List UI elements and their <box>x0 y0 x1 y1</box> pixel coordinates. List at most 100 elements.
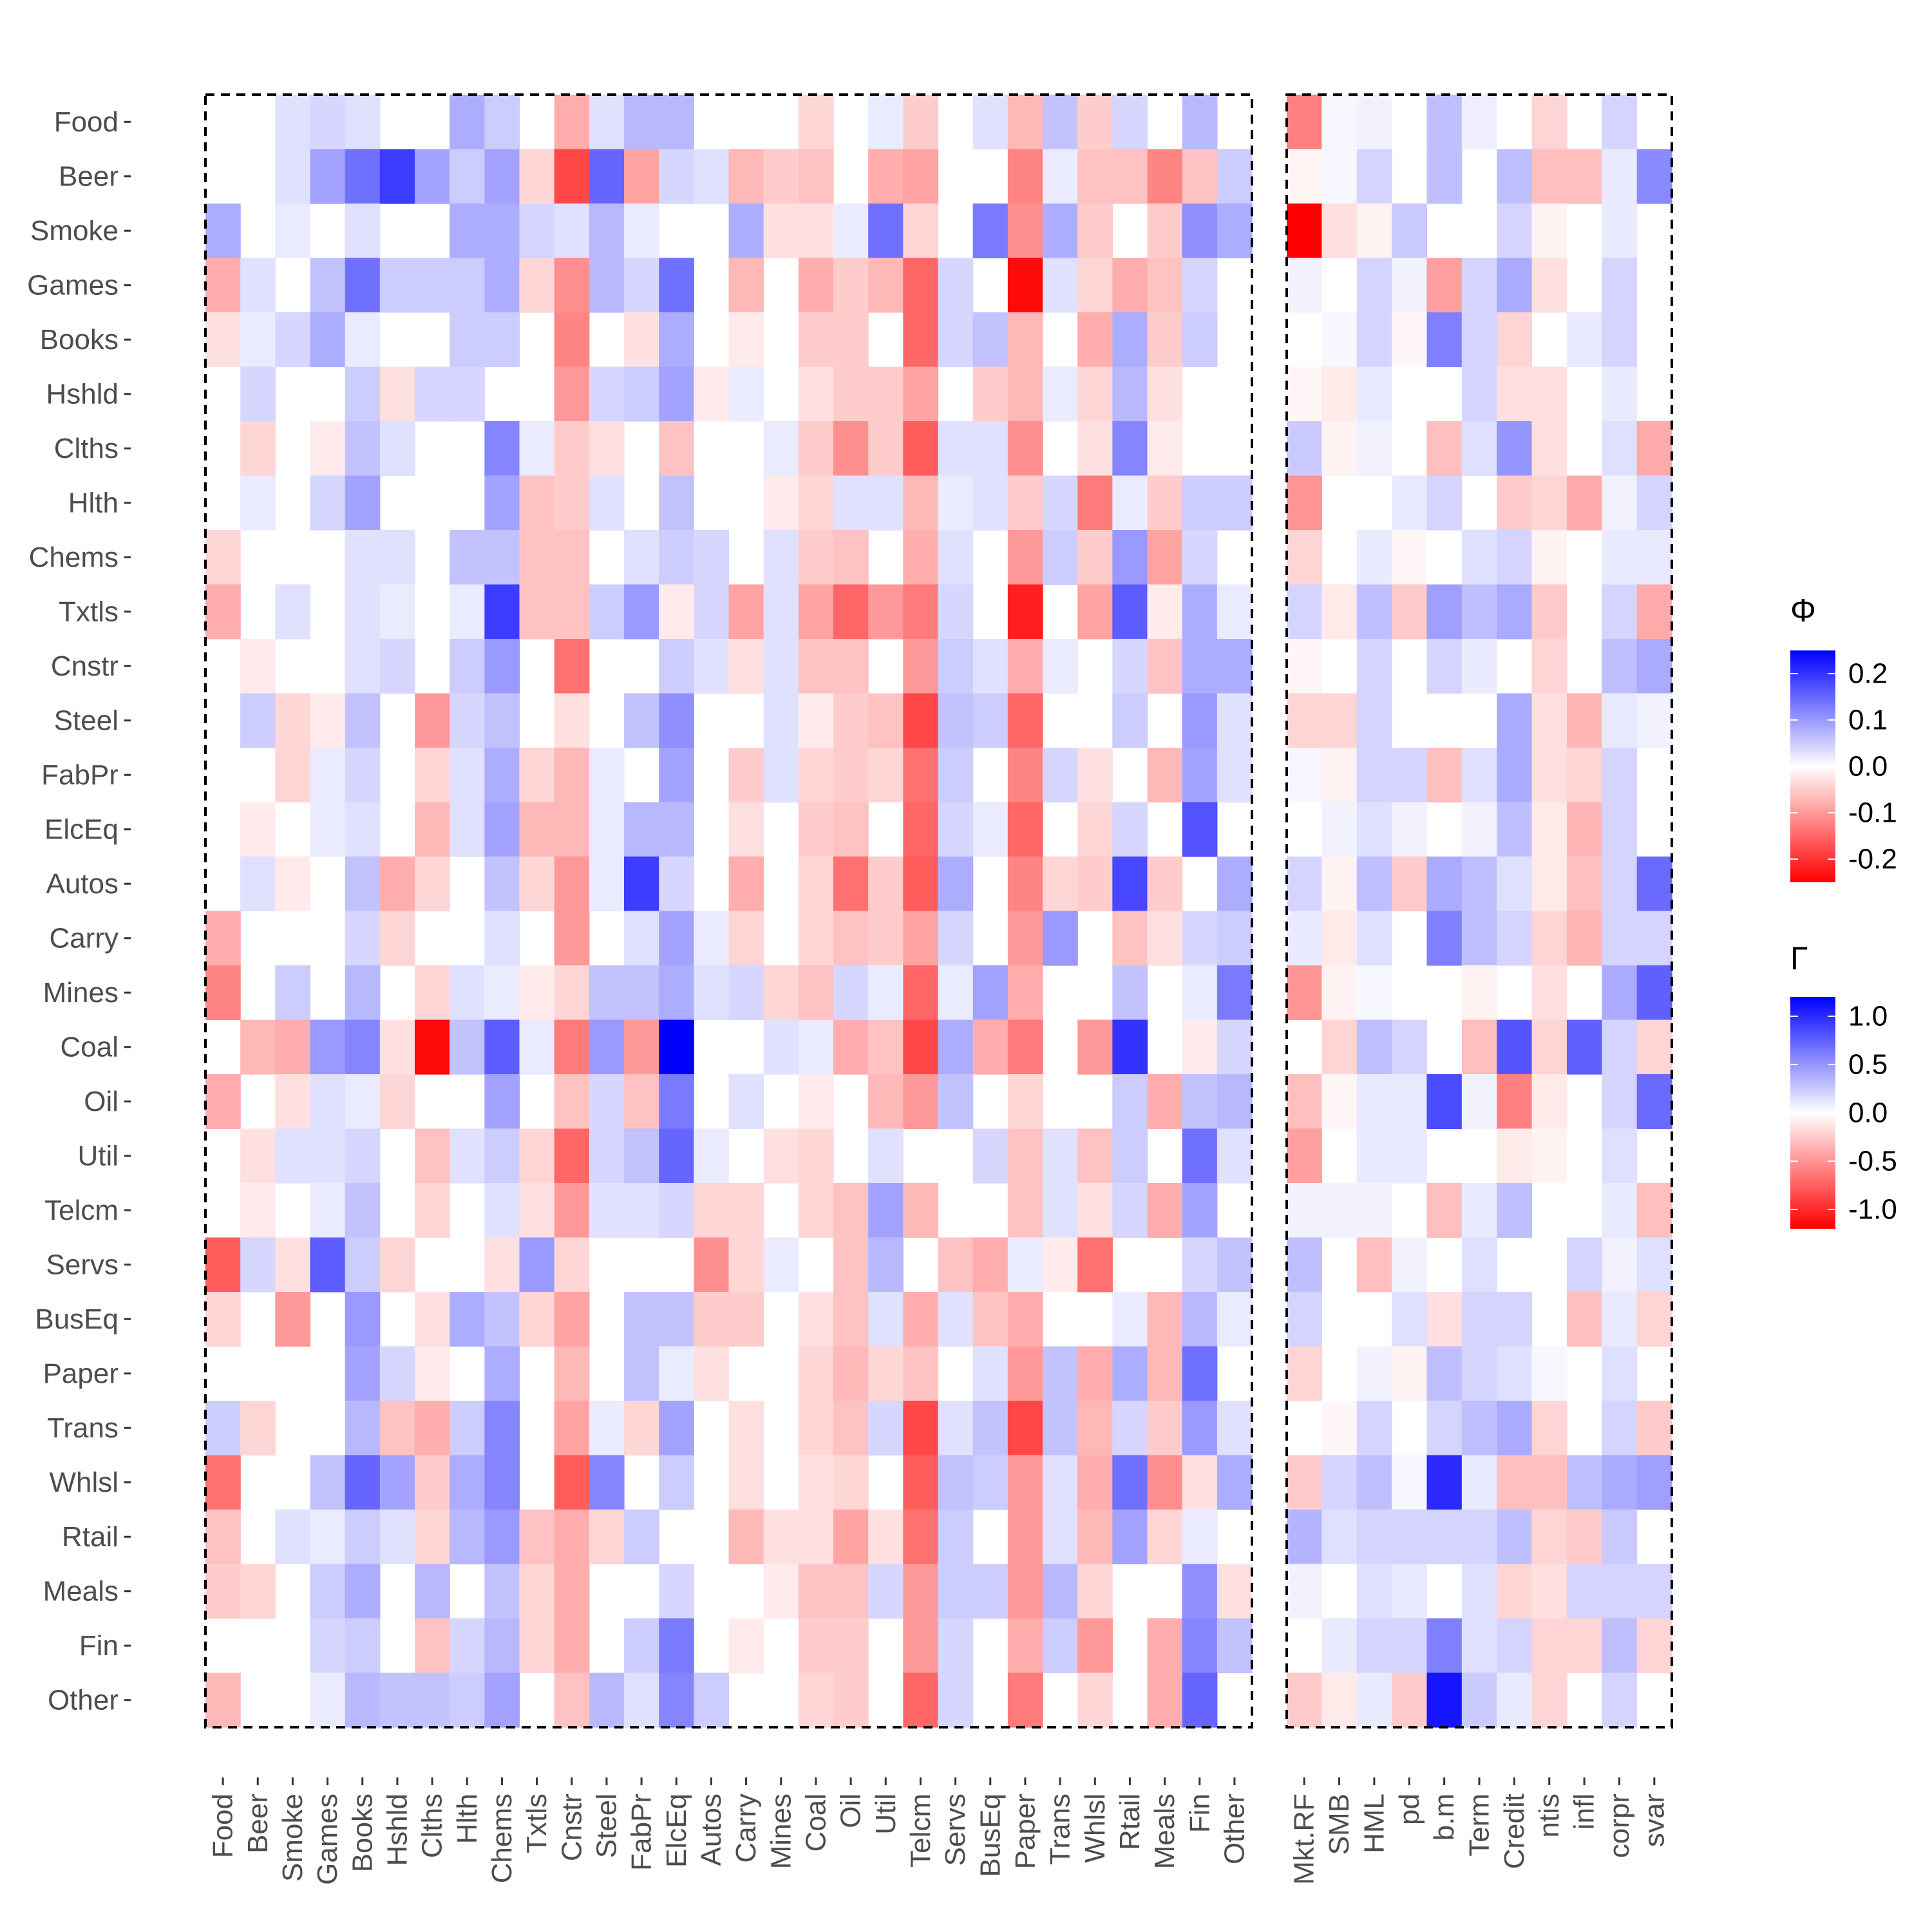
heatmap-cell <box>624 1292 659 1347</box>
heatmap-cell <box>275 857 311 912</box>
heatmap-cell <box>833 204 869 259</box>
heatmap-cell <box>1182 693 1218 748</box>
heatmap-cell <box>589 149 625 204</box>
heatmap-cell <box>310 1128 346 1184</box>
heatmap-cell <box>868 1401 904 1456</box>
heatmap-cell <box>728 639 764 694</box>
heatmap-cell <box>1426 857 1463 912</box>
heatmap-cell <box>379 421 415 477</box>
heatmap-cell <box>1497 366 1533 422</box>
heatmap-cell <box>484 149 520 204</box>
heatmap-cell <box>589 1128 625 1184</box>
heatmap-cell <box>903 312 939 368</box>
heatmap-cell <box>275 1510 311 1565</box>
heatmap-cell <box>1182 911 1218 966</box>
heatmap-cell <box>1077 857 1113 912</box>
heatmap-cell <box>379 1019 415 1075</box>
heatmap-cell <box>519 258 555 313</box>
heatmap-cell <box>1287 1183 1322 1238</box>
heatmap-cell <box>624 95 659 150</box>
heatmap-cell <box>519 1292 555 1347</box>
heatmap-cell <box>694 965 730 1021</box>
heatmap-cell <box>624 258 659 313</box>
heatmap-cell <box>938 911 974 966</box>
heatmap-cell <box>450 693 485 748</box>
heatmap-cell <box>1497 1564 1533 1619</box>
heatmap-cell <box>833 1564 869 1619</box>
heatmap-cell <box>345 1510 381 1565</box>
heatmap-cell <box>938 1510 974 1565</box>
heatmap-cell <box>1497 312 1533 368</box>
heatmap-cell <box>554 693 590 748</box>
heatmap-cell <box>450 1455 485 1510</box>
heatmap-cell <box>728 1237 764 1293</box>
heatmap-cell <box>1636 857 1672 912</box>
heatmap-cell <box>1602 204 1638 259</box>
y-tick-label: Hlth <box>68 487 118 518</box>
heatmap-cell <box>1112 911 1148 966</box>
heatmap-cell <box>415 802 450 857</box>
heatmap-cell <box>1287 204 1322 259</box>
heatmap-cell <box>868 693 904 748</box>
heatmap-cell <box>1182 748 1218 803</box>
heatmap-cell <box>1602 1346 1638 1401</box>
heatmap-cell <box>450 1128 485 1184</box>
heatmap-cell <box>694 530 730 585</box>
heatmap-cell <box>1112 530 1148 585</box>
heatmap-cell <box>275 1292 311 1347</box>
heatmap-cell <box>624 1128 659 1184</box>
heatmap-cell <box>345 1183 381 1238</box>
heatmap-cell <box>1531 639 1567 694</box>
heatmap-cell <box>1602 1672 1638 1728</box>
heatmap-cell <box>763 149 799 204</box>
heatmap-cell <box>1112 584 1148 639</box>
heatmap-cell <box>240 258 276 313</box>
heatmap-cell <box>589 1401 625 1456</box>
heatmap-cell <box>728 1074 764 1130</box>
phi-panel-border <box>204 93 1253 1728</box>
heatmap-cell <box>972 1564 1009 1619</box>
heatmap-cell <box>1566 1510 1602 1565</box>
heatmap-cell <box>659 1455 694 1510</box>
heatmap-cell <box>275 1074 311 1130</box>
heatmap-cell <box>1636 421 1672 477</box>
heatmap-cell <box>1112 1455 1148 1510</box>
heatmap-cell <box>1356 1183 1392 1238</box>
heatmap-cell <box>205 965 241 1021</box>
heatmap-cell <box>938 1618 974 1674</box>
heatmap-cell <box>554 204 590 259</box>
y-tick-label: Games <box>27 269 118 301</box>
heatmap-cell <box>1147 1672 1183 1728</box>
heatmap-cell <box>624 1510 659 1565</box>
heatmap-cell <box>1356 802 1392 857</box>
heatmap-cell <box>1287 857 1322 912</box>
heatmap-cell <box>484 1510 520 1565</box>
heatmap-cell <box>1531 1401 1567 1456</box>
heatmap-cell <box>1147 1292 1183 1347</box>
x-tick-label: Hshld <box>381 1794 413 1866</box>
heatmap-cell <box>728 366 764 422</box>
heatmap-cell <box>624 1074 659 1130</box>
heatmap-cell <box>205 1074 241 1130</box>
heatmap-cell <box>1182 1292 1218 1347</box>
heatmap-cell <box>1077 258 1113 313</box>
legend-label: -1.0 <box>1848 1194 1897 1226</box>
heatmap-cell <box>1356 204 1392 259</box>
heatmap-cell <box>659 1618 694 1674</box>
heatmap-cell <box>1147 911 1183 966</box>
heatmap-cell <box>1147 584 1183 639</box>
heatmap-cell <box>903 1510 939 1565</box>
heatmap-cell <box>798 1074 834 1130</box>
heatmap-cell <box>1287 258 1322 313</box>
heatmap-cell <box>903 1074 939 1130</box>
heatmap-cell <box>205 1510 241 1565</box>
heatmap-cell <box>903 1183 939 1238</box>
heatmap-cell <box>415 1401 450 1456</box>
heatmap-cell <box>1602 95 1638 150</box>
heatmap-cell <box>1147 1510 1183 1565</box>
heatmap-cell <box>1112 639 1148 694</box>
heatmap-cell <box>519 748 555 803</box>
heatmap-cell <box>1497 911 1533 966</box>
heatmap-cell <box>798 204 834 259</box>
heatmap-cell <box>1602 693 1638 748</box>
